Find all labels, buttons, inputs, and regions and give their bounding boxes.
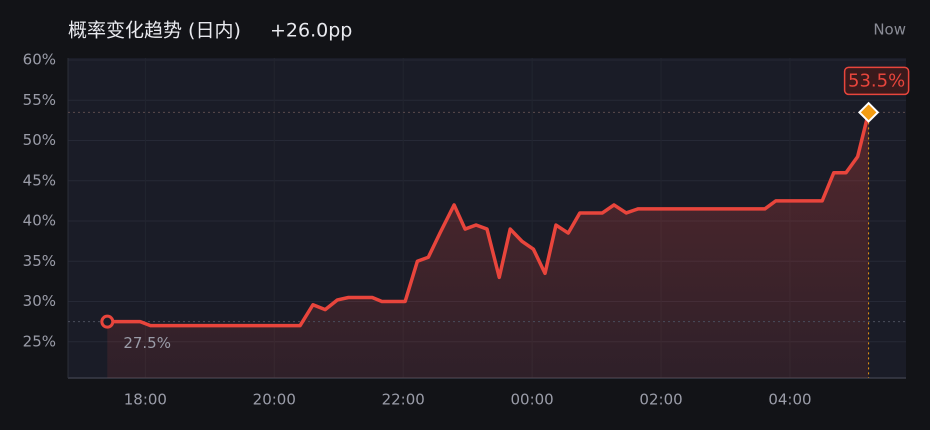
end-marker [858, 101, 880, 123]
x-tick-label: 22:00 [382, 391, 425, 409]
line [107, 111, 871, 328]
area [107, 112, 869, 379]
end-value-label: 53.5% [848, 70, 905, 91]
x-tick-label: 00:00 [511, 391, 554, 409]
y-tick-label: 30% [23, 292, 56, 310]
y-tick-label: 50% [23, 131, 56, 149]
y-tick-label: 40% [23, 212, 56, 230]
y-tick-label: 35% [23, 252, 56, 270]
y-tick-label: 55% [23, 91, 56, 109]
chart-title: 概率变化趋势 (日内) [68, 20, 241, 42]
now-label: Now [873, 21, 906, 39]
y-tick-label: 60% [23, 51, 56, 69]
start-marker [100, 314, 115, 329]
start-value-label: 27.5% [123, 334, 171, 352]
x-tick-label: 02:00 [639, 391, 682, 409]
x-tick-label: 04:00 [768, 391, 811, 409]
change-label: +26.0pp [270, 20, 352, 42]
y-tick-label: 45% [23, 171, 56, 189]
y-tick-label: 25% [23, 332, 56, 350]
end-label-box [843, 66, 910, 96]
x-tick-label: 20:00 [253, 391, 296, 409]
x-tick-label: 18:00 [124, 391, 167, 409]
